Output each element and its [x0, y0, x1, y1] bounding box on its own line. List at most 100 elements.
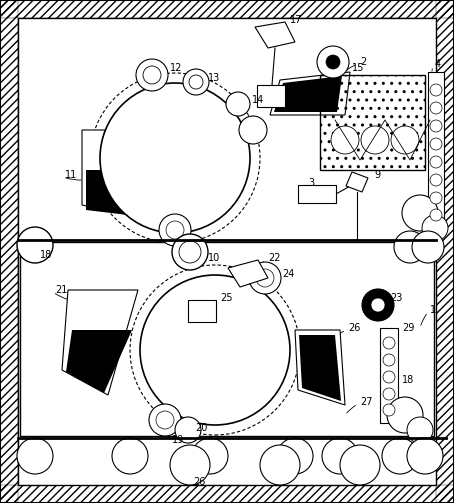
- Bar: [0, 0, 454, 18]
- Circle shape: [90, 73, 260, 243]
- Polygon shape: [270, 72, 350, 115]
- Circle shape: [17, 438, 53, 474]
- Circle shape: [179, 241, 201, 263]
- Text: 19: 19: [172, 435, 184, 445]
- Bar: [257, 85, 285, 107]
- Circle shape: [430, 102, 442, 114]
- Circle shape: [166, 221, 184, 239]
- Circle shape: [326, 55, 340, 69]
- Bar: [188, 300, 216, 322]
- Bar: [0, 485, 454, 503]
- Circle shape: [383, 354, 395, 366]
- Circle shape: [256, 269, 274, 287]
- Text: 11: 11: [65, 170, 77, 180]
- Bar: [428, 72, 444, 227]
- Text: 14: 14: [252, 95, 264, 105]
- Text: 21: 21: [55, 285, 67, 295]
- Text: 13: 13: [208, 73, 220, 83]
- Circle shape: [340, 445, 380, 485]
- Circle shape: [172, 234, 208, 270]
- Circle shape: [362, 289, 394, 321]
- Circle shape: [430, 138, 442, 150]
- Polygon shape: [255, 22, 295, 48]
- Circle shape: [383, 337, 395, 349]
- Circle shape: [189, 75, 203, 89]
- Circle shape: [407, 438, 443, 474]
- Bar: [380, 328, 398, 423]
- Bar: [298, 185, 336, 203]
- Text: 10: 10: [208, 253, 220, 263]
- Circle shape: [383, 371, 395, 383]
- Text: 3: 3: [308, 178, 314, 188]
- Circle shape: [249, 262, 281, 294]
- Circle shape: [371, 298, 385, 312]
- Circle shape: [430, 120, 442, 132]
- Circle shape: [317, 46, 349, 78]
- Circle shape: [260, 445, 300, 485]
- Text: 15: 15: [352, 63, 365, 73]
- Text: 2: 2: [360, 57, 366, 67]
- Circle shape: [136, 59, 168, 91]
- Polygon shape: [62, 290, 138, 395]
- Circle shape: [226, 92, 250, 116]
- Text: 22: 22: [268, 253, 281, 263]
- Text: 17: 17: [290, 15, 302, 25]
- Circle shape: [430, 174, 442, 186]
- Text: 4: 4: [435, 59, 441, 69]
- Circle shape: [149, 404, 181, 436]
- Circle shape: [156, 411, 174, 429]
- Circle shape: [430, 156, 442, 168]
- Circle shape: [192, 438, 228, 474]
- Circle shape: [140, 275, 290, 425]
- Circle shape: [183, 69, 209, 95]
- Circle shape: [383, 404, 395, 416]
- Text: 18: 18: [402, 375, 414, 385]
- Circle shape: [394, 231, 426, 263]
- Text: 23: 23: [390, 293, 402, 303]
- Polygon shape: [295, 330, 345, 405]
- Text: 25: 25: [220, 293, 232, 303]
- Bar: [20, 242, 434, 436]
- Circle shape: [331, 126, 359, 154]
- Circle shape: [382, 438, 418, 474]
- Bar: [0, 0, 18, 503]
- Polygon shape: [274, 76, 342, 112]
- Circle shape: [430, 209, 442, 221]
- Circle shape: [170, 445, 210, 485]
- Circle shape: [175, 417, 201, 443]
- Circle shape: [407, 417, 433, 443]
- Circle shape: [391, 126, 419, 154]
- Polygon shape: [228, 260, 268, 287]
- Circle shape: [159, 214, 191, 246]
- Circle shape: [383, 388, 395, 400]
- Text: 29: 29: [402, 323, 415, 333]
- Circle shape: [430, 192, 442, 204]
- Text: 1: 1: [430, 305, 436, 315]
- Circle shape: [239, 116, 267, 144]
- Text: 12: 12: [170, 63, 183, 73]
- Polygon shape: [82, 130, 140, 215]
- Circle shape: [143, 66, 161, 84]
- Polygon shape: [66, 330, 132, 393]
- Circle shape: [17, 227, 53, 263]
- Bar: [320, 75, 425, 170]
- Text: 24: 24: [282, 269, 294, 279]
- Polygon shape: [346, 172, 368, 192]
- Text: 18: 18: [40, 250, 52, 260]
- Text: 26: 26: [348, 323, 360, 333]
- Circle shape: [322, 438, 358, 474]
- Text: 26: 26: [193, 477, 205, 487]
- Circle shape: [422, 215, 448, 241]
- Circle shape: [100, 83, 250, 233]
- Circle shape: [402, 195, 438, 231]
- Circle shape: [277, 438, 313, 474]
- Bar: [436, 0, 454, 503]
- Text: 16: 16: [298, 83, 310, 93]
- Polygon shape: [86, 170, 136, 215]
- Circle shape: [430, 84, 442, 96]
- Circle shape: [130, 265, 300, 435]
- Text: 20: 20: [195, 423, 207, 433]
- Circle shape: [361, 126, 389, 154]
- Polygon shape: [299, 335, 341, 401]
- Circle shape: [412, 231, 444, 263]
